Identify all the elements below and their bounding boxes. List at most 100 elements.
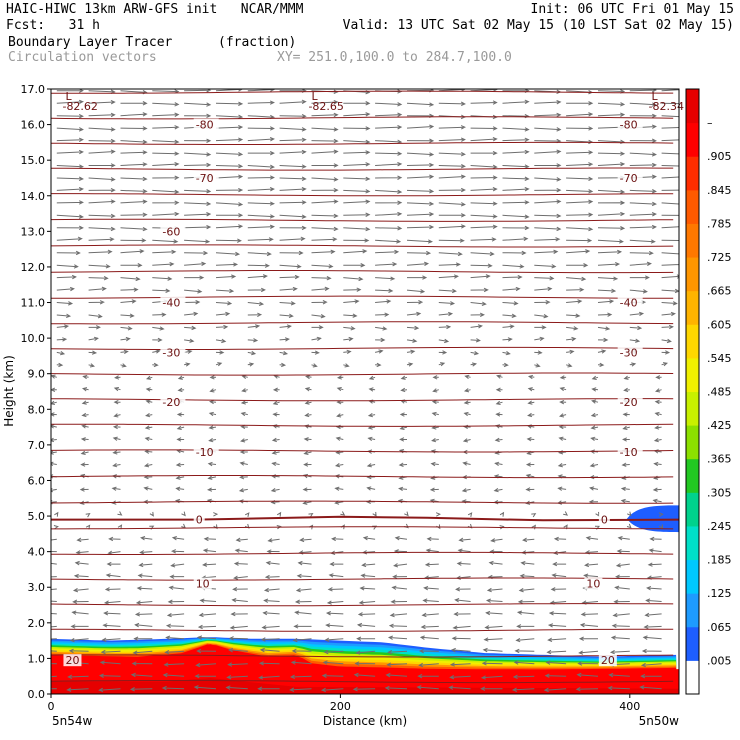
circulation-vector	[566, 176, 594, 182]
circulation-vector	[597, 200, 626, 205]
temperature-contour	[51, 449, 674, 453]
circulation-vector	[215, 101, 244, 106]
circulation-vector	[454, 598, 471, 603]
circulation-vector	[80, 462, 89, 467]
circulation-vector	[399, 425, 408, 430]
circulation-vector	[102, 623, 121, 628]
circulation-vector	[343, 263, 366, 268]
contour-label-bg	[617, 296, 643, 309]
circulation-vector	[152, 200, 180, 205]
colorbar-swatch	[686, 593, 699, 628]
overlay-name: Circulation vectors	[8, 50, 157, 65]
circulation-vector	[88, 249, 113, 255]
circulation-vector	[120, 349, 129, 355]
circulation-vector	[421, 612, 439, 618]
circulation-vector	[152, 276, 173, 281]
y-tick-label: 17.0	[21, 83, 46, 96]
circulation-vector	[331, 536, 344, 542]
circulation-vector	[136, 586, 153, 591]
circulation-vector	[216, 213, 244, 218]
circulation-vector	[297, 560, 312, 566]
circulation-vector	[279, 164, 307, 169]
y-axis-label: Height (km)	[2, 355, 16, 426]
circulation-vector	[470, 224, 498, 229]
header-valid-time: Valid: 13 UTC Sat 02 May 15 (10 LST Sat …	[342, 18, 734, 33]
circulation-vector	[247, 251, 272, 257]
circulation-vector	[658, 512, 664, 517]
circulation-vector	[215, 262, 239, 267]
y-tick-label: 12.0	[21, 261, 46, 274]
circulation-vector	[215, 125, 244, 130]
circulation-vector	[98, 687, 121, 693]
circulation-vector	[215, 324, 229, 330]
circulation-vector	[215, 224, 244, 229]
circulation-vector	[215, 151, 244, 157]
circulation-vector	[152, 211, 180, 217]
circulation-vector	[579, 622, 599, 628]
circulation-vector	[72, 587, 89, 593]
y-tick-label: 5.0	[28, 510, 46, 523]
circulation-vector	[597, 226, 626, 231]
circulation-vector	[240, 411, 248, 417]
circulation-vector	[629, 289, 648, 294]
circulation-vector	[264, 574, 280, 580]
circulation-vector	[470, 150, 498, 156]
temperature-contour	[51, 167, 674, 171]
circulation-vector	[566, 287, 585, 292]
circulation-vector	[481, 661, 503, 666]
circulation-vector	[137, 573, 153, 578]
circulation-vector	[545, 660, 567, 665]
circulation-vector	[272, 400, 280, 405]
circulation-vector	[372, 511, 377, 517]
circulation-vector	[54, 511, 59, 517]
circulation-vector	[343, 326, 356, 331]
circulation-vector	[416, 685, 439, 690]
circulation-vector	[329, 561, 344, 567]
circulation-vector	[305, 374, 312, 380]
circulation-vector	[343, 313, 358, 318]
circulation-vector	[356, 636, 376, 641]
circulation-vector	[334, 486, 344, 491]
circulation-vector	[184, 325, 197, 331]
circulation-vector	[470, 186, 498, 192]
circulation-vector	[647, 562, 662, 567]
circulation-vector	[429, 487, 439, 492]
circulation-vector	[608, 672, 630, 678]
circulation-vector	[303, 450, 312, 455]
circulation-vector	[613, 599, 630, 604]
circulation-vector	[215, 238, 242, 243]
circulation-vector	[585, 536, 599, 541]
low-marker-symbol: L	[311, 90, 318, 103]
circulation-vector	[462, 461, 471, 466]
circulation-vector	[483, 637, 503, 642]
plot-frame	[51, 89, 679, 694]
circulation-vector	[375, 200, 403, 205]
circulation-vector	[74, 560, 89, 566]
circulation-vector	[73, 573, 89, 579]
circulation-vector	[343, 176, 371, 182]
circulation-vector	[461, 488, 471, 493]
circulation-vector	[502, 351, 511, 356]
contour-label-bg	[617, 346, 643, 359]
circulation-vector	[226, 674, 248, 680]
circulation-vector	[597, 102, 626, 107]
circulation-vector	[661, 89, 679, 92]
circulation-vector	[620, 498, 630, 504]
circulation-vector	[88, 226, 116, 232]
circulation-vector	[559, 413, 567, 418]
header-forecast-hour: Fcst: 31 h	[6, 18, 100, 33]
circulation-vector	[438, 137, 466, 142]
circulation-vector	[438, 187, 466, 193]
circulation-vector	[279, 313, 294, 318]
circulation-vector	[616, 549, 630, 554]
y-tick-label: 15.0	[21, 154, 46, 167]
circulation-vector	[233, 575, 248, 580]
circulation-vector	[130, 672, 153, 678]
colorbar-swatch	[686, 626, 699, 661]
circulation-vector	[534, 149, 562, 154]
circulation-vector	[98, 673, 121, 678]
circulation-vector	[215, 251, 241, 257]
circulation-vector	[652, 498, 662, 504]
circulation-vector	[120, 199, 148, 204]
circulation-vector	[53, 525, 59, 530]
